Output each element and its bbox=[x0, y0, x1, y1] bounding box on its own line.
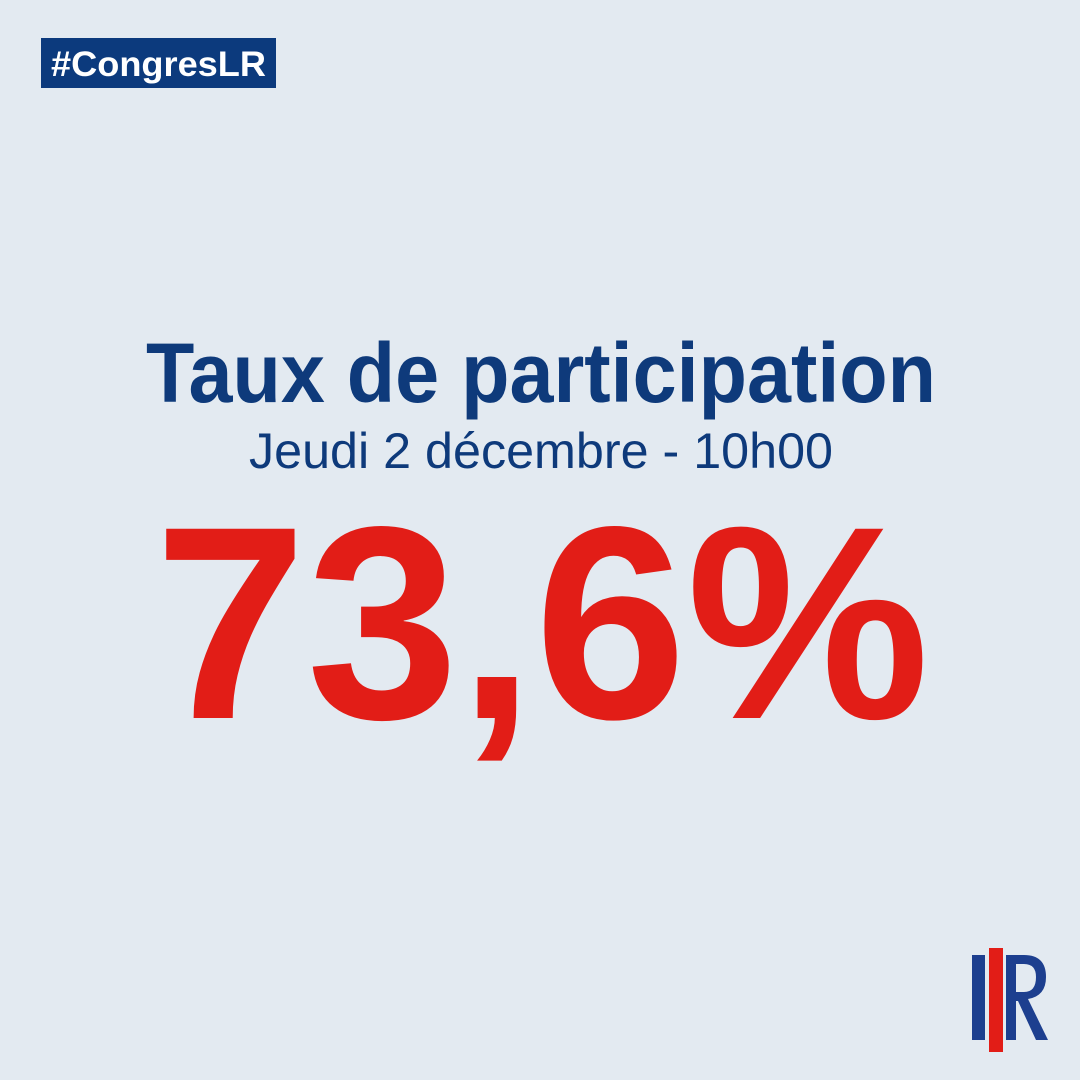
subtitle: Jeudi 2 décembre - 10h00 bbox=[249, 423, 833, 479]
hashtag-box bbox=[41, 38, 276, 88]
logo-bar-red bbox=[989, 948, 1003, 1052]
hashtag: #CongresLR bbox=[51, 45, 266, 84]
logo-letter bbox=[1006, 955, 1048, 1040]
logo-bar-blue bbox=[972, 955, 985, 1040]
logo bbox=[972, 948, 1048, 1052]
title: Taux de participation bbox=[146, 326, 936, 420]
headline-value: 73,6% bbox=[155, 470, 930, 777]
